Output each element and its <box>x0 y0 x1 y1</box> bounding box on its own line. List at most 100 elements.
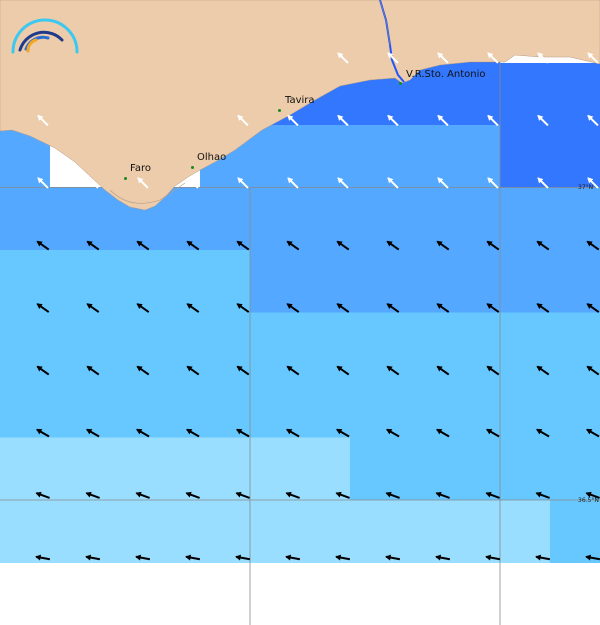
current-arrow <box>587 52 599 64</box>
current-arrow <box>586 365 600 376</box>
current-cell <box>250 312 301 376</box>
current-arrow <box>186 303 200 313</box>
current-arrow <box>137 177 149 189</box>
current-arrow <box>337 114 349 127</box>
current-arrow <box>287 177 299 189</box>
current-arrow <box>587 114 599 127</box>
current-cell <box>200 187 251 251</box>
current-arrow <box>285 554 301 561</box>
current-cell <box>200 437 251 501</box>
current-arrow <box>235 491 250 499</box>
current-arrow <box>35 554 51 561</box>
current-arrow <box>436 240 450 251</box>
current-arrow <box>486 365 500 376</box>
current-arrow <box>286 365 300 376</box>
current-arrow <box>187 177 199 189</box>
current-cell <box>250 500 301 563</box>
current-cell <box>450 312 501 376</box>
current-cell <box>50 250 101 313</box>
current-arrow <box>535 554 551 561</box>
current-arrow <box>287 114 299 127</box>
current-arrow <box>437 114 449 127</box>
current-cell <box>50 312 101 376</box>
current-cell <box>400 312 451 376</box>
current-arrow <box>485 491 500 499</box>
current-cell <box>500 187 551 251</box>
current-arrow <box>436 303 450 313</box>
current-cell <box>500 125 551 188</box>
current-cell <box>300 437 351 501</box>
current-arrow <box>337 52 349 64</box>
current-cell <box>550 125 600 188</box>
current-arrow <box>436 365 450 376</box>
no-data-area <box>500 55 600 63</box>
current-arrow <box>537 52 549 64</box>
vrsa-marker <box>399 82 402 85</box>
current-arrow <box>536 365 550 376</box>
current-arrow <box>537 177 549 189</box>
current-cell <box>400 187 451 251</box>
current-arrow <box>236 303 250 313</box>
current-arrow <box>135 554 151 561</box>
current-arrow <box>336 240 350 251</box>
current-cell <box>550 312 600 376</box>
current-cell <box>250 250 301 313</box>
current-cell <box>450 62 501 126</box>
current-arrow <box>37 114 49 127</box>
current-cell <box>100 250 151 313</box>
current-arrow <box>236 428 250 438</box>
place-label-vrsa: V.R.Sto. Antonio <box>406 69 486 80</box>
current-arrow <box>285 491 300 499</box>
current-arrow <box>337 177 349 189</box>
current-cell <box>0 500 51 563</box>
current-arrow <box>386 365 400 376</box>
current-arrow <box>136 303 150 313</box>
current-arrow <box>36 240 50 251</box>
current-cell <box>50 375 101 438</box>
current-cell <box>400 375 451 438</box>
current-cell <box>200 312 251 376</box>
current-arrow <box>535 491 550 499</box>
current-arrow <box>586 428 600 438</box>
current-cell <box>250 437 301 501</box>
current-cell <box>550 500 600 563</box>
current-arrow <box>237 177 249 189</box>
current-cell <box>450 125 501 188</box>
place-label-olhao: Olhao <box>197 152 227 163</box>
current-arrow <box>186 240 200 251</box>
current-cell <box>300 375 351 438</box>
current-cell <box>300 500 351 563</box>
current-cell <box>500 62 551 126</box>
current-cell <box>0 250 51 313</box>
current-arrow <box>387 52 399 64</box>
graticule <box>0 62 600 625</box>
current-cell <box>350 500 401 563</box>
current-arrow <box>185 554 201 561</box>
current-arrow <box>36 428 50 438</box>
current-cell <box>150 500 201 563</box>
current-arrow <box>286 428 300 438</box>
current-arrow <box>186 428 200 438</box>
current-cell <box>150 437 201 501</box>
current-arrow <box>235 554 251 561</box>
current-arrow <box>135 491 150 499</box>
current-arrow <box>486 240 500 251</box>
current-cell <box>200 500 251 563</box>
current-arrows <box>35 52 600 561</box>
current-arrow <box>386 303 400 313</box>
river-line <box>379 0 391 46</box>
current-arrow <box>35 491 50 499</box>
current-arrow <box>85 491 100 499</box>
current-arrow <box>136 428 150 438</box>
current-cell <box>250 375 301 438</box>
current-arrow <box>585 491 600 499</box>
current-arrow <box>486 428 500 438</box>
current-cell <box>200 375 251 438</box>
current-cell <box>550 62 600 126</box>
current-arrow <box>435 491 450 499</box>
current-cell <box>450 437 501 501</box>
current-arrow <box>85 554 101 561</box>
current-arrow <box>585 554 600 561</box>
current-cell <box>350 312 401 376</box>
